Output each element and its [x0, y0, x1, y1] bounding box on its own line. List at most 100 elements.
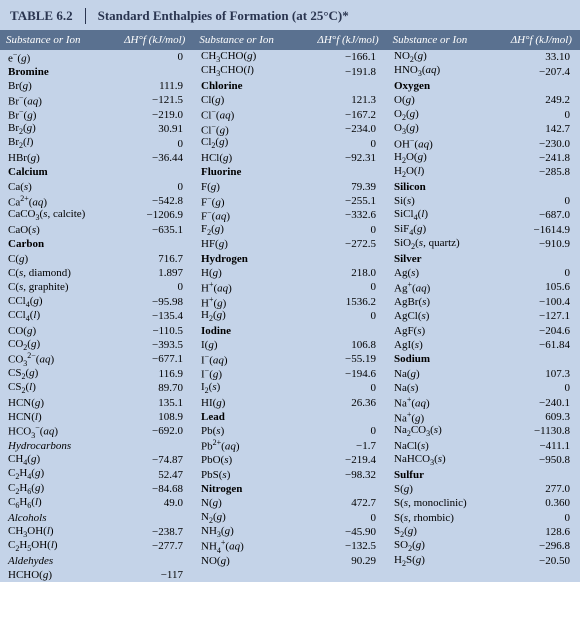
table-row: H2(g)0 — [193, 309, 386, 323]
table-row: C2H6(g)−84.68 — [0, 482, 193, 496]
table-row: S2(g)128.6 — [386, 525, 580, 539]
table-row: Hydrogen — [193, 251, 386, 265]
substance-name: NO2(g) — [386, 50, 498, 64]
substance-name: H+(g) — [193, 295, 304, 310]
section-header: Carbon — [0, 238, 111, 250]
table-row: Na(s)0 — [386, 381, 580, 395]
substance-name: Na(g) — [386, 368, 498, 380]
substance-name: F−(g) — [193, 194, 304, 209]
enthalpy-value: 121.3 — [304, 94, 386, 106]
substance-name: Si(s) — [386, 195, 498, 207]
enthalpy-value: 128.6 — [498, 526, 580, 538]
section-header: Iodine — [193, 325, 304, 337]
enthalpy-value: −167.2 — [304, 109, 386, 121]
table-row: I−(aq)−55.19 — [193, 352, 386, 366]
substance-name: AgBr(s) — [386, 296, 498, 308]
enthalpy-value: −542.8 — [111, 195, 193, 207]
table-row: C2H4(g)52.47 — [0, 467, 193, 481]
substance-name: O(g) — [386, 94, 498, 106]
table-row: H2O(l)−285.8 — [386, 165, 580, 179]
enthalpy-value: 26.36 — [304, 397, 386, 409]
enthalpy-value: −219.4 — [304, 454, 386, 466]
enthalpy-value: −1206.9 — [111, 209, 193, 221]
header-value: ΔH°f (kJ/mol) — [113, 30, 193, 50]
substance-name: CO2(g) — [0, 338, 111, 352]
enthalpy-value: −296.8 — [498, 540, 580, 552]
table-row: CO32−(aq)−677.1 — [0, 352, 193, 366]
substance-name: AgI(s) — [386, 339, 498, 351]
enthalpy-value: −121.5 — [111, 94, 193, 106]
table-row: CS2(g)116.9 — [0, 367, 193, 381]
table-row: Cl2(g)0 — [193, 136, 386, 150]
substance-name: e−(g) — [0, 50, 111, 65]
enthalpy-value: −194.6 — [304, 368, 386, 380]
table-row: CH3OH(l)−238.7 — [0, 525, 193, 539]
header-value: ΔH°f (kJ/mol) — [307, 30, 387, 50]
header-value: ΔH°f (kJ/mol) — [500, 30, 580, 50]
substance-name: H(g) — [193, 267, 304, 279]
table-row: I−(g)−194.6 — [193, 367, 386, 381]
table-row: HI(g)26.36 — [193, 395, 386, 409]
column-3: NO2(g)33.10HNO3(aq)−207.4OxygenO(g)249.2… — [386, 50, 580, 582]
substance-name: AgCl(s) — [386, 310, 498, 322]
substance-name: C2H5OH(l) — [0, 539, 111, 553]
substance-name: H2(g) — [193, 309, 304, 323]
enthalpy-value: 0 — [304, 224, 386, 236]
table-row: O2(g)0 — [386, 108, 580, 122]
enthalpy-value: 1.897 — [111, 267, 193, 279]
table-row: OH−(aq)−230.0 — [386, 136, 580, 150]
enthalpy-value: −100.4 — [498, 296, 580, 308]
substance-name: HCN(l) — [0, 411, 111, 423]
table-row: Carbon — [0, 237, 193, 251]
table-row: H+(g)1536.2 — [193, 295, 386, 309]
enthalpy-value: 0 — [304, 138, 386, 150]
table-row: SiF4(g)−1614.9 — [386, 223, 580, 237]
table-row: Pb(s)0 — [193, 424, 386, 438]
substance-name: F2(g) — [193, 223, 304, 237]
substance-name: NO(g) — [193, 555, 304, 567]
table-row: S(s, monoclinic)0.360 — [386, 496, 580, 510]
substance-name: Cl−(aq) — [193, 107, 304, 122]
subsection-header: Hydrocarbons — [0, 440, 111, 452]
substance-name: NH4+(aq) — [193, 538, 304, 555]
enthalpy-value: 0 — [498, 195, 580, 207]
enthalpy-value: 107.3 — [498, 368, 580, 380]
substance-name: CH4(g) — [0, 453, 111, 467]
table-row: Ag+(aq)105.6 — [386, 280, 580, 294]
table-row: Ag(s)0 — [386, 266, 580, 280]
enthalpy-value: −1130.8 — [498, 425, 580, 437]
substance-name: C(s, diamond) — [0, 267, 111, 279]
table-row: Calcium — [0, 165, 193, 179]
table-row: F2(g)0 — [193, 223, 386, 237]
enthalpy-value: −61.84 — [498, 339, 580, 351]
enthalpy-value: 0 — [498, 109, 580, 121]
table-row: F(g)79.39 — [193, 180, 386, 194]
substance-name: I2(s) — [193, 381, 304, 395]
substance-name: Na+(g) — [386, 410, 498, 425]
table-row: Na2CO3(s)−1130.8 — [386, 424, 580, 438]
enthalpy-value: −910.9 — [498, 238, 580, 250]
substance-name: Na(s) — [386, 382, 498, 394]
enthalpy-value: −45.90 — [304, 526, 386, 538]
enthalpy-value: 0 — [304, 382, 386, 394]
enthalpy-value: −55.19 — [304, 353, 386, 365]
enthalpy-value: −204.6 — [498, 325, 580, 337]
table-row: CaCO3(s, calcite)−1206.9 — [0, 208, 193, 222]
section-header: Chlorine — [193, 80, 304, 92]
substance-name: Ag(s) — [386, 267, 498, 279]
substance-name: CH3CHO(g) — [193, 50, 304, 64]
enthalpy-value: −230.0 — [498, 138, 580, 150]
substance-name: H2O(g) — [386, 151, 498, 165]
table-row: CaO(s)−635.1 — [0, 223, 193, 237]
table-row: Br2(g)30.91 — [0, 122, 193, 136]
enthalpy-value: −411.1 — [498, 440, 580, 452]
enthalpy-value: −285.8 — [498, 166, 580, 178]
substance-name: Br−(aq) — [0, 93, 111, 108]
enthalpy-value: 0 — [111, 181, 193, 193]
substance-name: PbO(s) — [193, 454, 304, 466]
enthalpy-value: 472.7 — [304, 497, 386, 509]
enthalpy-value: −92.31 — [304, 152, 386, 164]
enthalpy-value: 249.2 — [498, 94, 580, 106]
table-row: CCl4(g)−95.98 — [0, 295, 193, 309]
enthalpy-value: −98.32 — [304, 469, 386, 481]
